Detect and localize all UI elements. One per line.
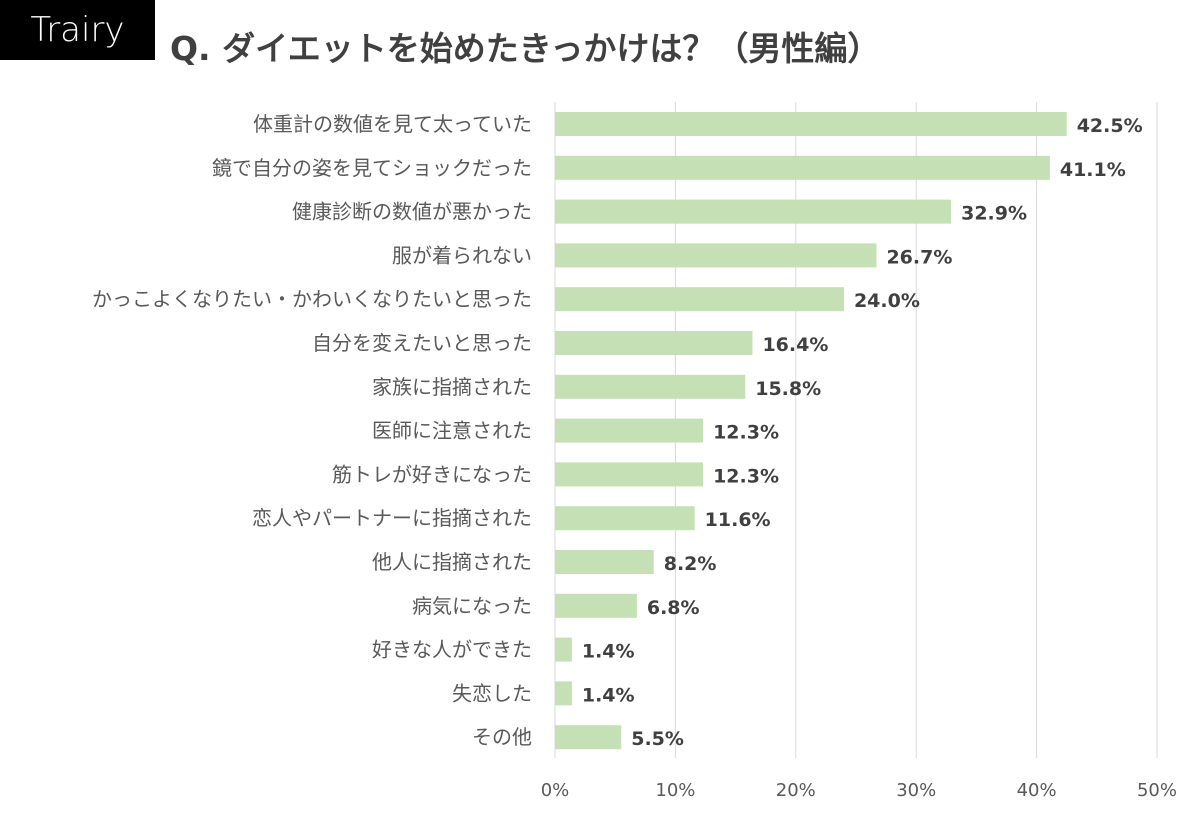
bar (555, 637, 572, 662)
trairy-logo: Trairy (0, 0, 155, 60)
category-label: 好きな人ができた (372, 638, 532, 662)
category-label: 自分を変えたいと思った (312, 331, 532, 355)
x-tick-label: 0% (541, 780, 570, 801)
value-label: 1.4% (582, 684, 635, 706)
value-label: 15.8% (755, 378, 821, 400)
value-label: 5.5% (631, 728, 684, 750)
bar (555, 331, 753, 355)
bar (555, 287, 844, 312)
x-tick-label: 10% (655, 780, 695, 801)
category-label: その他 (472, 725, 532, 749)
value-label: 26.7% (886, 246, 952, 268)
value-label: 16.4% (762, 334, 828, 356)
category-label: かっこよくなりたい・かわいくなりたいと思った (92, 287, 532, 311)
value-label: 12.3% (713, 422, 779, 444)
bar (555, 681, 572, 706)
category-label: 恋人やパートナーに指摘された (252, 506, 532, 530)
x-tick-label: 30% (896, 780, 936, 801)
bar (555, 112, 1067, 136)
x-tick-label: 50% (1137, 780, 1177, 801)
value-label: 42.5% (1077, 115, 1143, 137)
bar (555, 593, 637, 618)
bar (555, 725, 622, 750)
category-label: 筋トレが好きになった (332, 462, 532, 486)
bar (555, 550, 654, 574)
chart-title: Q. ダイエットを始めたきっかけは？（男性編） (170, 29, 881, 68)
bar (555, 155, 1050, 180)
x-tick-label: 20% (776, 780, 816, 801)
value-label: 8.2% (664, 553, 717, 575)
value-label: 24.0% (854, 290, 920, 312)
category-label: 医師に注意された (372, 419, 532, 443)
category-label: 健康診断の数値が悪かった (292, 200, 532, 224)
value-label: 41.1% (1060, 159, 1126, 181)
category-label: 鏡で自分の姿を見てショックだった (212, 156, 532, 180)
value-label: 11.6% (705, 509, 771, 531)
value-label: 1.4% (582, 641, 635, 663)
bar (555, 374, 746, 399)
value-label: 12.3% (713, 465, 779, 487)
category-label: 失恋した (452, 681, 532, 705)
category-label: 服が着られない (392, 243, 532, 267)
bar (555, 506, 695, 531)
category-label: 体重計の数値を見て太っていた (253, 112, 532, 136)
value-label: 32.9% (961, 203, 1027, 225)
bar (555, 418, 704, 443)
category-label: 他人に指摘された (372, 550, 532, 574)
value-label: 6.8% (647, 597, 700, 619)
bar (555, 243, 877, 268)
category-label: 病気になった (412, 594, 532, 618)
category-label: 家族に指摘された (372, 375, 532, 399)
bar (555, 462, 704, 487)
x-tick-label: 40% (1017, 780, 1057, 801)
bar (555, 199, 952, 224)
